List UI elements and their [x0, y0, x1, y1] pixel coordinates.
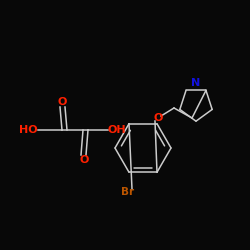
- Text: O: O: [153, 113, 163, 123]
- Text: O: O: [79, 155, 89, 165]
- Text: N: N: [192, 78, 200, 88]
- Text: OH: OH: [108, 125, 126, 135]
- Text: Br: Br: [122, 187, 134, 197]
- Text: O: O: [57, 97, 67, 107]
- Text: HO: HO: [19, 125, 37, 135]
